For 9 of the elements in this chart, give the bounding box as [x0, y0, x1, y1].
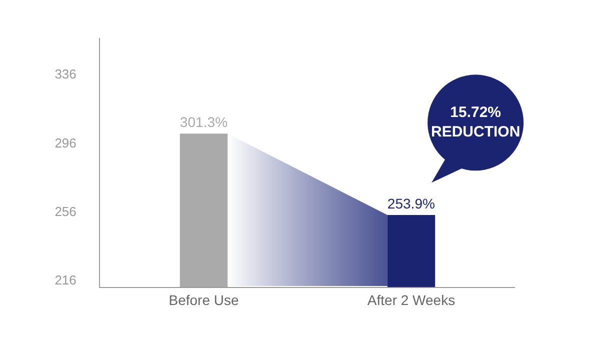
x-tick-label: Before Use [168, 292, 239, 308]
x-tick-label: After 2 Weeks [367, 292, 456, 308]
data-label: 301.3% [180, 114, 228, 130]
data-label: 253.9% [387, 196, 435, 212]
y-tick-label: 256 [54, 204, 76, 219]
y-tick-label: 216 [54, 272, 76, 288]
annotation: 15.72% REDUCTION [431, 104, 520, 140]
y-tick-label: 336 [54, 66, 76, 82]
y-tick-label: 296 [54, 135, 76, 150]
